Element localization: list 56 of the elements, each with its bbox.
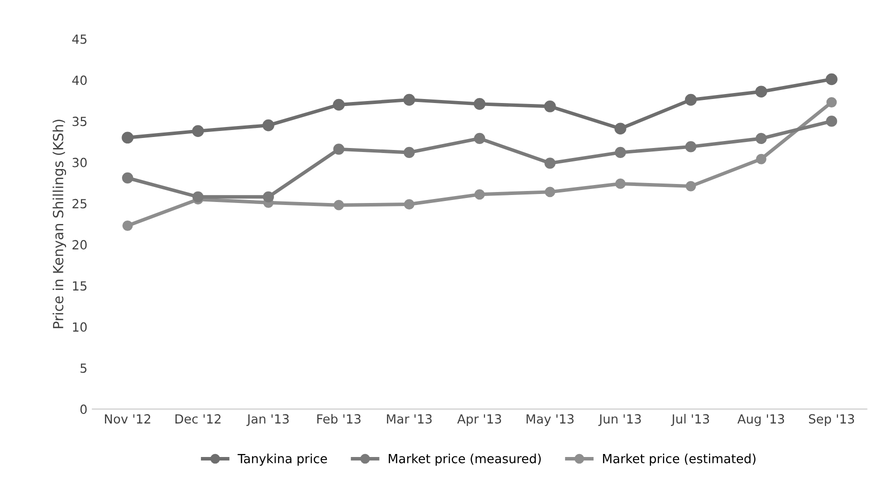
y-tick-label: 40: [72, 76, 87, 86]
x-tick-label: Jun '13: [598, 414, 641, 426]
point: [544, 158, 556, 169]
point: [685, 141, 696, 152]
point: [684, 94, 697, 106]
y-tick-label: 35: [72, 116, 86, 126]
point: [404, 199, 414, 210]
point: [192, 191, 204, 202]
y-tick-label: 45: [72, 34, 86, 44]
point: [614, 122, 626, 135]
x-tick-label: Aug '13: [737, 414, 784, 426]
x-tick-label: Nov '12: [104, 414, 150, 424]
point: [826, 73, 838, 86]
point: [332, 98, 345, 111]
legend-label: Tanykina price: [238, 454, 327, 466]
point: [826, 97, 837, 108]
legend-label: Market price (measured): [388, 454, 541, 466]
point: [403, 94, 416, 106]
point: [614, 146, 626, 158]
x-tick-label: Jul '13: [670, 414, 709, 426]
point: [333, 144, 344, 155]
x-tick-label: Dec '12: [175, 414, 220, 424]
x-tick-label: Apr '13: [457, 414, 502, 426]
y-tick-label: 25: [72, 198, 86, 208]
point: [474, 189, 485, 200]
y-tick-label: 5: [80, 364, 86, 373]
y-tick-label: 30: [72, 158, 87, 168]
y-tick-label: 15: [73, 281, 86, 291]
x-tick-label: Jan '13: [246, 414, 289, 426]
point: [474, 98, 486, 110]
point: [615, 178, 626, 189]
point: [122, 132, 134, 144]
y-axis-title: Price in Kenyan Shillings (KSh): [52, 120, 66, 328]
point: [474, 132, 486, 144]
point: [755, 86, 768, 98]
point: [262, 191, 274, 202]
point: [334, 200, 344, 210]
point: [756, 132, 767, 144]
legend-label: Market price (estimated): [603, 454, 756, 466]
point: [122, 172, 134, 184]
x-tick-label: Feb '13: [317, 414, 361, 424]
y-tick-label: 0: [80, 404, 87, 414]
y-tick-label: 20: [72, 240, 87, 250]
point: [544, 186, 556, 198]
y-tick-label: 10: [73, 322, 87, 332]
point: [122, 220, 133, 231]
point: [544, 100, 556, 112]
point: [192, 125, 204, 137]
x-tick-label: Sep '13: [808, 414, 854, 426]
x-tick-label: May '13: [526, 414, 574, 426]
point: [404, 146, 415, 158]
x-tick-label: Mar '13: [386, 414, 432, 424]
point: [826, 116, 838, 127]
point: [756, 154, 766, 164]
point: [262, 119, 274, 132]
point: [686, 180, 696, 192]
